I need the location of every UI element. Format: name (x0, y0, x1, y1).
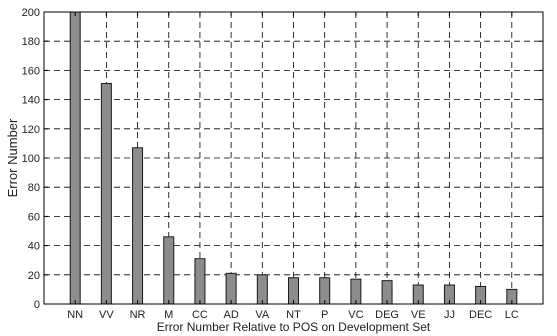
y-tick-label: 160 (22, 65, 40, 77)
y-tick-label: 20 (28, 270, 40, 282)
x-tick-label: AD (223, 309, 238, 321)
bar-cc (194, 258, 206, 305)
x-tick-label: DEG (375, 309, 399, 321)
x-tick-label: VV (99, 309, 114, 321)
x-tick-label: LC (505, 309, 519, 321)
bar-ad (225, 272, 237, 305)
x-tick-label: NT (286, 309, 301, 321)
bar-nn (69, 11, 81, 305)
y-tick-label: 180 (22, 36, 40, 48)
x-tick-label: JJ (444, 309, 455, 321)
y-axis-label: Error Number (5, 118, 20, 197)
axis-ticks (44, 11, 543, 305)
x-tick-label: VE (411, 309, 426, 321)
bar-m (163, 236, 175, 305)
y-tick-label: 0 (34, 299, 40, 311)
bar-va (256, 274, 268, 305)
grid-lines (44, 12, 543, 304)
x-tick-label: CC (192, 309, 208, 321)
y-tick-label: 40 (28, 241, 40, 253)
x-tick-label: VC (348, 309, 363, 321)
y-tick-label: 200 (22, 7, 40, 19)
bar-vv (100, 83, 112, 305)
x-tick-label: M (164, 309, 173, 321)
x-axis-label: Error Number Relative to POS on Developm… (157, 320, 431, 334)
x-tick-label: VA (255, 309, 270, 321)
x-tick-label: DEC (469, 309, 492, 321)
x-tick-label: P (321, 309, 328, 321)
x-axis-tick-labels: NN VV NR M CC AD VA NT P VC DEG VE JJ DEC LC (67, 309, 519, 321)
y-tick-label: 60 (28, 211, 40, 223)
y-tick-label: 140 (22, 95, 40, 107)
y-axis-tick-labels: 0 20 40 60 80 100 120 140 160 180 200 (22, 7, 40, 311)
x-tick-label: NN (67, 309, 83, 321)
x-tick-label: NR (130, 309, 146, 321)
y-tick-label: 120 (22, 124, 40, 136)
bar-nr (132, 147, 144, 305)
y-tick-label: 80 (28, 182, 40, 194)
y-tick-label: 100 (22, 153, 40, 165)
